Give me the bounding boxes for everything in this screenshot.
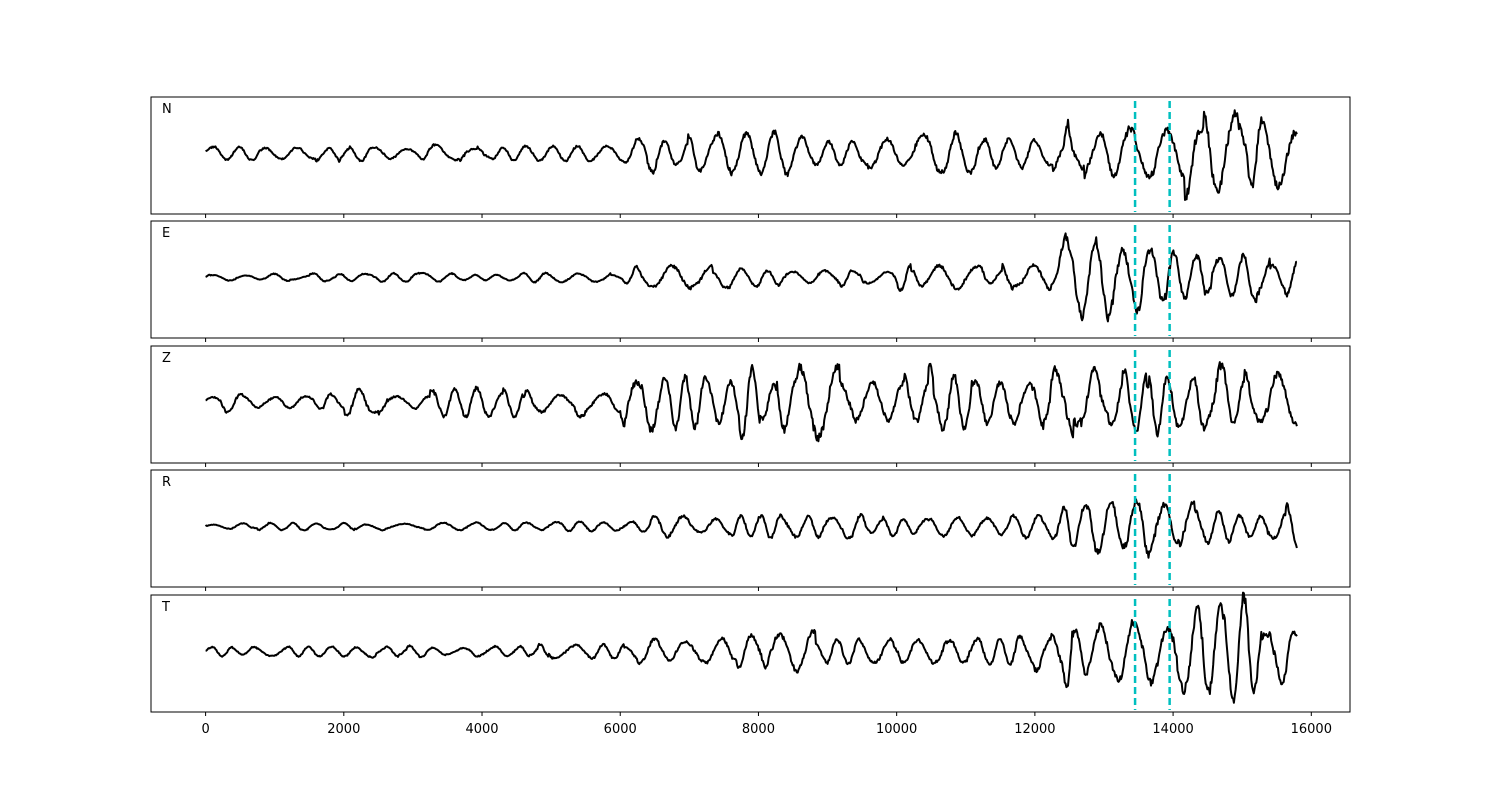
panel-label: R: [162, 475, 171, 490]
panel-r: R: [150, 469, 1351, 591]
panels: N E Z R T: [150, 96, 1351, 716]
panel-label: T: [161, 600, 170, 615]
panel-label: N: [162, 102, 172, 117]
x-axis: 0 2000 4000 6000 8000 10000 12000 14000 16000: [201, 722, 1332, 737]
waveform-trace: [205, 361, 1298, 443]
x-tick-label: 2000: [327, 722, 360, 737]
panel-label: Z: [162, 351, 171, 366]
panel-frame: [150, 220, 1351, 339]
panel-e: E: [150, 220, 1351, 342]
x-tick-label: 6000: [604, 722, 637, 737]
x-tick-label: 4000: [465, 722, 498, 737]
panel-frame: [150, 96, 1351, 215]
x-tick-label: 8000: [742, 722, 775, 737]
x-tick-label: 14000: [1152, 722, 1193, 737]
x-tick-label: 12000: [1014, 722, 1055, 737]
panel-frame: [150, 469, 1351, 588]
panel-z: Z: [150, 345, 1351, 467]
panel-label: E: [162, 226, 170, 241]
x-tick-label: 16000: [1291, 722, 1332, 737]
waveform-trace: [205, 109, 1298, 201]
panel-t: T: [150, 591, 1351, 716]
panel-frame: [150, 594, 1351, 713]
waveform-trace: [205, 232, 1298, 323]
x-tick-label: 10000: [876, 722, 917, 737]
waveform-trace: [205, 591, 1298, 704]
panel-frame: [150, 345, 1351, 464]
waveform-trace: [204, 498, 1298, 559]
x-tick-label: 0: [201, 722, 209, 737]
panel-n: N: [150, 96, 1351, 218]
